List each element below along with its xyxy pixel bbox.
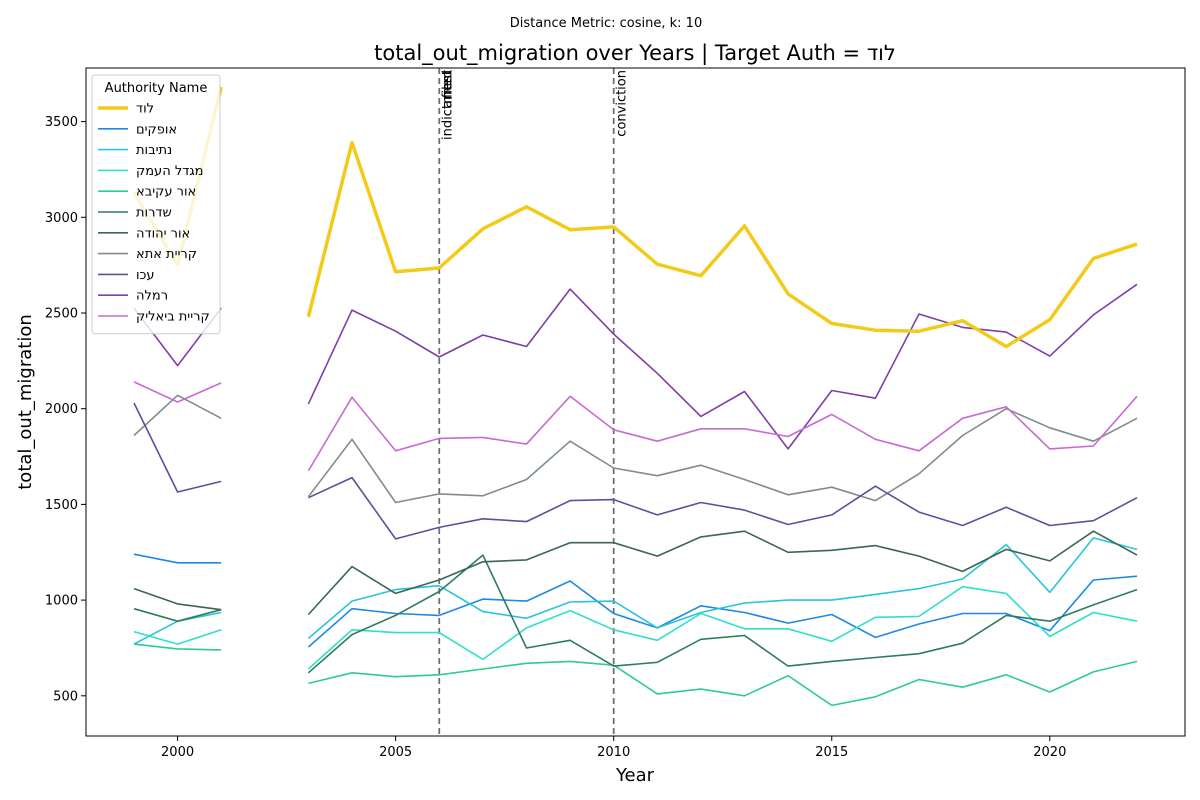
series-line [307,407,1138,504]
y-tick-label: 3000 [45,211,78,226]
chart-suptitle: Distance Metric: cosine, k: 10 [510,16,702,31]
legend-box [91,74,221,335]
series-line [133,629,222,645]
series-line [307,530,1138,616]
y-tick-label: 3500 [45,115,78,130]
y-axis-label: total_out_migration [15,314,36,490]
legend-entry: אור יהודה [136,226,190,241]
legend-entry: רמלה [136,289,168,304]
x-tick-label: 2015 [815,745,848,760]
legend-entry: אופקים [136,122,177,137]
x-axis-label: Year [615,765,655,786]
legend-entry: קריית אתא [136,247,197,262]
x-tick-label: 2000 [161,745,194,760]
chart-title: total_out_migration over Years | Target … [374,41,896,66]
event-label: indictment [440,70,455,140]
legend-title: Authority Name [105,81,208,96]
series-line [133,553,222,564]
series-line [307,283,1138,450]
legend-entry: נתיבות [136,143,172,158]
legend-entry: עכו [136,268,155,283]
y-tick-label: 2000 [45,402,78,417]
legend-entry: קריית ביאליק [136,310,210,325]
y-tick-label: 1000 [45,594,78,609]
legend-entry: לוד [136,102,154,117]
series-line [133,381,222,403]
y-tick-label: 2500 [45,306,78,321]
series-line [133,643,222,651]
series-line [133,402,222,493]
y-tick-label: 500 [53,689,78,704]
legend: Authority Name לוד אופקים נתיבות מגדל העמק או… [91,74,221,335]
series-line [307,585,1138,670]
series-line [133,607,222,623]
series-line [307,554,1138,674]
series-line [308,476,1138,540]
x-tick-label: 2005 [379,745,412,760]
plot-frame [85,67,1186,737]
series-line [133,587,222,611]
legend-entry: אור עקיבא [136,185,196,200]
event-label: filed [440,70,455,98]
event-label: conviction [615,70,630,137]
x-tick-label: 2010 [597,745,630,760]
event-label: arrest [440,70,455,108]
series-line [307,575,1138,648]
series-line [133,394,222,437]
x-tick-label: 2020 [1033,745,1066,760]
series-line [307,537,1138,640]
legend-entry: מגדל העמק [136,164,204,179]
series-line [307,395,1138,472]
legend-entry: שדרות [136,206,172,221]
series-line [133,611,222,645]
series-line [308,660,1138,707]
y-tick-label: 1500 [45,498,78,513]
series-line [306,140,1138,349]
